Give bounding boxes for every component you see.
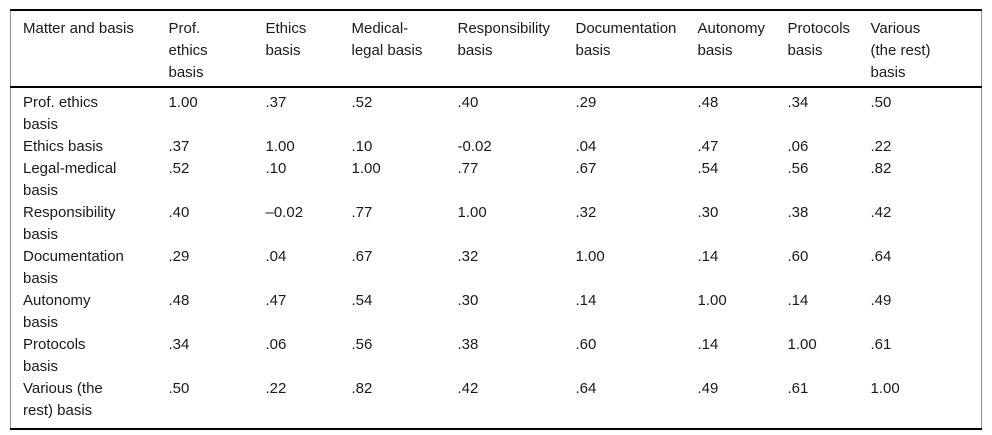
table-wrap: Matter and basis Prof. ethics basis Ethics…	[10, 9, 982, 430]
value-cell: .22	[870, 138, 892, 155]
table-row: Various (the rest) basis .50 .22 .82 .42 .64.…	[11, 378, 982, 429]
value-cell: .42	[870, 204, 892, 221]
value-cell: .48	[697, 94, 719, 111]
header-row: Matter and basis Prof. ethics basis Ethics…	[10, 10, 982, 88]
value-cell: .06	[787, 138, 809, 155]
value-cell: 1.00	[351, 160, 381, 177]
value-cell: .50	[870, 94, 892, 111]
value-cell: 1.00	[457, 204, 487, 221]
value-cell: .54	[697, 160, 719, 177]
value-cell: .60	[575, 336, 597, 353]
column-header: Autonomy basis	[685, 10, 776, 88]
value-cell: .67	[575, 160, 597, 177]
value-cell: .61	[787, 380, 809, 397]
value-cell: .56	[787, 160, 809, 177]
value-cell: .77	[351, 204, 373, 221]
value-cell: .49	[697, 380, 719, 397]
value-cell: .50	[168, 380, 190, 397]
value-cell: 1.00	[575, 248, 605, 265]
column-header: Various (the rest) basis	[858, 10, 982, 88]
value-cell: -0.02	[457, 138, 492, 155]
value-cell: .22	[265, 380, 287, 397]
value-cell: .47	[697, 138, 719, 155]
table-row: Legal-medical basis .52 .10 1.00 .77 .67 .54 .5…	[11, 158, 982, 202]
value-cell: .29	[168, 248, 190, 265]
value-cell: .67	[351, 248, 373, 265]
value-cell: .82	[351, 380, 373, 397]
value-cell: .42	[457, 380, 479, 397]
value-cell: .52	[168, 160, 190, 177]
value-cell: .61	[870, 336, 892, 353]
value-cell: .60	[787, 248, 809, 265]
value-cell: .54	[351, 292, 373, 309]
value-cell: .14	[697, 248, 719, 265]
row-label: Responsibility basis	[23, 204, 116, 243]
value-cell: 1.00	[870, 380, 900, 397]
row-label: Various (the rest) basis	[23, 380, 103, 419]
value-cell: .14	[787, 292, 809, 309]
value-cell: .10	[351, 138, 373, 155]
column-header: Ethics basis	[253, 10, 340, 88]
value-cell: –0.02	[265, 204, 304, 221]
value-cell: .48	[168, 292, 190, 309]
value-cell: .56	[351, 336, 373, 353]
value-cell: .77	[457, 160, 479, 177]
row-label: Prof. ethics basis	[23, 94, 99, 133]
column-header: Medical- legal basis	[339, 10, 446, 88]
value-cell: .37	[168, 138, 190, 155]
value-cell: .10	[265, 160, 287, 177]
row-label: Documentation basis	[23, 248, 124, 287]
table-row: Responsibility basis .40 –0.02 .77 1.00 .32 .3…	[11, 202, 982, 246]
column-header-matter-and-basis: Matter and basis	[10, 10, 157, 88]
value-cell: .29	[575, 94, 597, 111]
value-cell: .64	[870, 248, 892, 265]
value-cell: .37	[265, 94, 287, 111]
column-header: Prof. ethics basis	[156, 10, 254, 88]
table-body: Prof. ethics basis 1.00 .37 .52 .40 .29 .48 .34…	[11, 87, 982, 429]
row-label: Legal-medical basis	[23, 160, 117, 199]
value-cell: .34	[787, 94, 809, 111]
value-cell: .32	[457, 248, 479, 265]
value-cell: .38	[457, 336, 479, 353]
value-cell: .40	[168, 204, 190, 221]
value-cell: .30	[697, 204, 719, 221]
table-row: Ethics basis .37 1.00 .10 -0.02 .04 .47 .06 .22	[11, 136, 982, 158]
value-cell: .32	[575, 204, 597, 221]
column-header: Documentation basis	[563, 10, 686, 88]
value-cell: 1.00	[697, 292, 727, 309]
row-label: Ethics basis	[23, 138, 104, 155]
value-cell: .49	[870, 292, 892, 309]
value-cell: 1.00	[168, 94, 198, 111]
value-cell: .40	[457, 94, 479, 111]
column-header: Responsibility basis	[445, 10, 564, 88]
table-row: Prof. ethics basis 1.00 .37 .52 .40 .29 .48 .34…	[11, 87, 982, 136]
table-row: Protocols basis .34 .06 .56 .38 .60 .14 1.00 .61	[11, 334, 982, 378]
value-cell: .06	[265, 336, 287, 353]
correlation-table: Matter and basis Prof. ethics basis Ethics…	[10, 9, 982, 430]
table-row: Autonomy basis .48 .47 .54 .30 .14 1.00 .14 .49	[11, 290, 982, 334]
value-cell: .64	[575, 380, 597, 397]
value-cell: .38	[787, 204, 809, 221]
value-cell: .14	[575, 292, 597, 309]
value-cell: .52	[351, 94, 373, 111]
row-label: Protocols basis	[23, 336, 86, 375]
value-cell: .34	[168, 336, 190, 353]
column-header: Protocols basis	[775, 10, 859, 88]
value-cell: .04	[575, 138, 597, 155]
row-label: Autonomy basis	[23, 292, 91, 331]
value-cell: 1.00	[787, 336, 817, 353]
value-cell: .47	[265, 292, 287, 309]
value-cell: .04	[265, 248, 287, 265]
value-cell: .14	[697, 336, 719, 353]
table-row: Documentation basis .29 .04 .67 .32 1.00 .14 .6…	[11, 246, 982, 290]
value-cell: .82	[870, 160, 892, 177]
value-cell: .30	[457, 292, 479, 309]
value-cell: 1.00	[265, 138, 295, 155]
